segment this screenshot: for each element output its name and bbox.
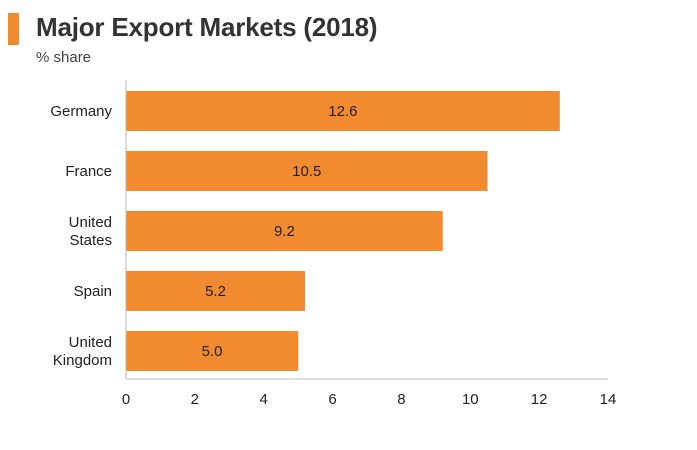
category-label: United Kingdom: [53, 334, 112, 369]
category-label: France: [65, 163, 112, 180]
x-tick-label: 8: [397, 391, 405, 408]
bar: [126, 271, 306, 311]
x-tick-label: 14: [600, 391, 617, 408]
title-accent-bar: [8, 13, 19, 45]
x-tick-label: 6: [328, 391, 336, 408]
category-label: United States: [69, 214, 112, 249]
bar-value-label: 5.0: [202, 343, 223, 360]
bar-value-label: 10.5: [292, 163, 321, 180]
x-tick-label: 0: [122, 391, 130, 408]
axes-group: Germany France United States Spain United King…: [50, 80, 616, 408]
category-label: Spain: [74, 283, 112, 300]
bar-value-label: 5.2: [205, 283, 226, 300]
bar: [126, 331, 299, 371]
chart-title: Major Export Markets (2018): [36, 12, 378, 42]
category-label: Germany: [50, 103, 112, 120]
x-tick-label: 4: [260, 391, 268, 408]
bar: [126, 151, 488, 191]
bar: [126, 91, 560, 131]
bar: [126, 211, 443, 251]
bars-group: 12.6 10.5 9.2 5.2 5.0: [126, 91, 560, 371]
bar-value-label: 12.6: [328, 103, 357, 120]
x-tick-label: 12: [531, 391, 548, 408]
x-tick-label: 10: [462, 391, 479, 408]
chart-subtitle: % share: [36, 49, 92, 66]
bar-value-label: 9.2: [274, 223, 295, 240]
x-tick-label: 2: [191, 391, 199, 408]
